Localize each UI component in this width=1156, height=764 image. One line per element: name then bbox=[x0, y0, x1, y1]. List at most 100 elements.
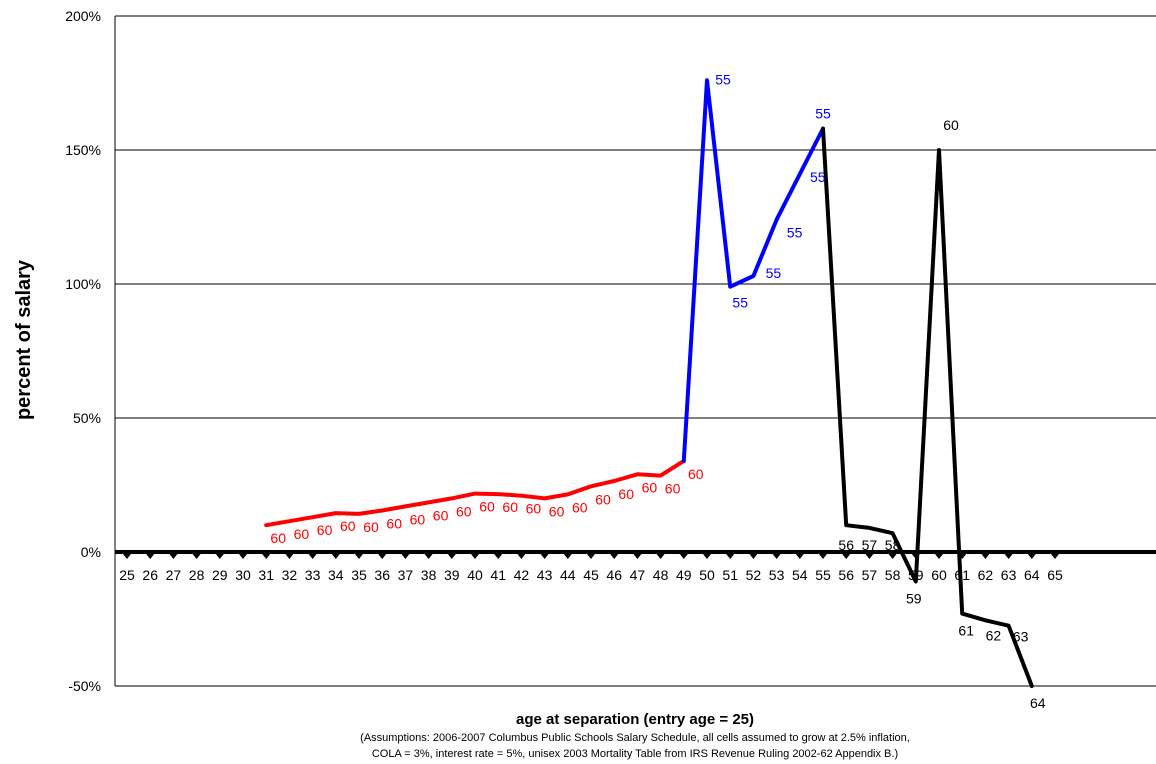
x-tick-marker bbox=[1004, 554, 1013, 559]
x-tick-label: 64 bbox=[1024, 567, 1040, 583]
x-tick-label: 62 bbox=[978, 567, 994, 583]
x-tick-label: 63 bbox=[1001, 567, 1017, 583]
x-tick-label: 50 bbox=[699, 567, 715, 583]
series-lines bbox=[264, 78, 1034, 688]
x-tick-marker bbox=[285, 554, 294, 559]
x-tick-marker bbox=[656, 554, 665, 559]
x-tick-label: 49 bbox=[676, 567, 692, 583]
x-tick-label: 30 bbox=[235, 567, 251, 583]
data-label: 55 bbox=[766, 265, 782, 281]
x-axis bbox=[115, 550, 1156, 559]
x-tick-marker bbox=[262, 554, 271, 559]
x-tick-marker bbox=[981, 554, 990, 559]
x-tick-marker bbox=[679, 554, 688, 559]
x-tick-marker bbox=[935, 554, 943, 559]
data-label: 60 bbox=[479, 499, 495, 515]
x-tick-label: 57 bbox=[862, 567, 878, 583]
assumptions-note-line-1: (Assumptions: 2006-2007 Columbus Public … bbox=[360, 732, 910, 744]
x-tick-label: 36 bbox=[374, 567, 390, 583]
x-tick-label: 33 bbox=[305, 567, 321, 583]
x-tick-label: 25 bbox=[119, 567, 135, 583]
assumptions-note-line-2: COLA = 3%, interest rate = 5%, unisex 20… bbox=[372, 748, 898, 760]
x-tick-marker bbox=[146, 554, 155, 559]
data-label: 60 bbox=[572, 499, 588, 515]
y-tick-labels: -50% 0% 50% 100% 150% 200% bbox=[65, 8, 101, 694]
x-tick-label: 45 bbox=[583, 567, 599, 583]
data-label: 60 bbox=[294, 526, 310, 542]
x-tick-label: 40 bbox=[467, 567, 483, 583]
x-tick-label: 48 bbox=[653, 567, 669, 583]
x-tick-marker bbox=[123, 554, 131, 559]
x-tick-label: 31 bbox=[258, 567, 274, 583]
x-tick-marker bbox=[865, 554, 874, 559]
data-label: 55 bbox=[810, 169, 826, 185]
x-tick-marker bbox=[378, 554, 387, 559]
x-tick-label: 26 bbox=[142, 567, 158, 583]
data-label: 60 bbox=[642, 479, 658, 495]
x-tick-label: 43 bbox=[537, 567, 553, 583]
y-axis-label: percent of salary bbox=[13, 259, 35, 420]
data-label: 60 bbox=[340, 518, 356, 534]
x-tick-marker bbox=[308, 554, 317, 559]
x-tick-label: 51 bbox=[722, 567, 738, 583]
x-tick-marker bbox=[726, 554, 735, 559]
x-tick-marker bbox=[447, 554, 456, 559]
data-label: 60 bbox=[433, 507, 449, 523]
data-label: 60 bbox=[410, 511, 426, 527]
x-tick-marker bbox=[633, 554, 642, 559]
data-label: 60 bbox=[618, 486, 634, 502]
y-tick-label: -50% bbox=[68, 678, 101, 694]
x-tick-marker bbox=[355, 554, 363, 559]
x-tick-marker bbox=[424, 554, 433, 559]
data-label: 63 bbox=[1013, 629, 1029, 645]
x-tick-marker bbox=[772, 554, 781, 559]
x-tick-label: 39 bbox=[444, 567, 460, 583]
x-tick-label: 53 bbox=[769, 567, 785, 583]
x-tick-label: 35 bbox=[351, 567, 367, 583]
series-line bbox=[264, 458, 686, 528]
x-tick-label: 28 bbox=[189, 567, 205, 583]
x-tick-label: 44 bbox=[560, 567, 576, 583]
data-label: 55 bbox=[732, 295, 748, 311]
x-tick-label: 27 bbox=[166, 567, 182, 583]
data-label: 55 bbox=[715, 71, 731, 87]
x-tick-marker bbox=[517, 554, 526, 559]
x-tick-marker bbox=[1027, 554, 1036, 559]
x-tick-label: 38 bbox=[421, 567, 437, 583]
series-line bbox=[821, 126, 1034, 688]
data-label: 60 bbox=[595, 491, 611, 507]
x-tick-marker bbox=[819, 554, 827, 559]
x-tick-label: 47 bbox=[630, 567, 646, 583]
x-tick-label: 46 bbox=[606, 567, 622, 583]
data-label: 60 bbox=[270, 530, 286, 546]
x-axis-label: age at separation (entry age = 25) bbox=[516, 711, 754, 728]
x-tick-marker bbox=[888, 554, 897, 559]
data-label: 60 bbox=[943, 117, 959, 133]
data-label: 55 bbox=[787, 225, 803, 241]
data-label: 60 bbox=[549, 503, 565, 519]
x-tick-marker bbox=[215, 554, 224, 559]
x-tick-label: 41 bbox=[490, 567, 506, 583]
x-tick-label: 32 bbox=[282, 567, 298, 583]
x-tick-marker bbox=[401, 554, 410, 559]
x-tick-label: 54 bbox=[792, 567, 808, 583]
data-label: 62 bbox=[986, 627, 1002, 643]
x-tick-marker bbox=[563, 554, 572, 559]
x-tick-marker bbox=[471, 554, 479, 559]
x-tick-label: 37 bbox=[398, 567, 414, 583]
data-label: 56 bbox=[838, 537, 854, 553]
y-tick-label: 50% bbox=[73, 410, 101, 426]
x-tick-marker bbox=[842, 554, 851, 559]
x-tick-label: 55 bbox=[815, 567, 831, 583]
data-label: 59 bbox=[906, 590, 922, 606]
x-tick-label: 34 bbox=[328, 567, 344, 583]
x-tick-marker bbox=[239, 554, 247, 559]
x-tick-labels: 25 26 27 28 29 30 31 32 33 34 35 36 37 38 39 40 41 42 43 44… bbox=[119, 567, 1063, 583]
data-label: 60 bbox=[456, 503, 472, 519]
x-tick-marker bbox=[331, 554, 340, 559]
series-line bbox=[681, 78, 825, 463]
x-tick-marker bbox=[703, 554, 711, 559]
x-tick-marker bbox=[795, 554, 804, 559]
x-tick-marker bbox=[749, 554, 758, 559]
